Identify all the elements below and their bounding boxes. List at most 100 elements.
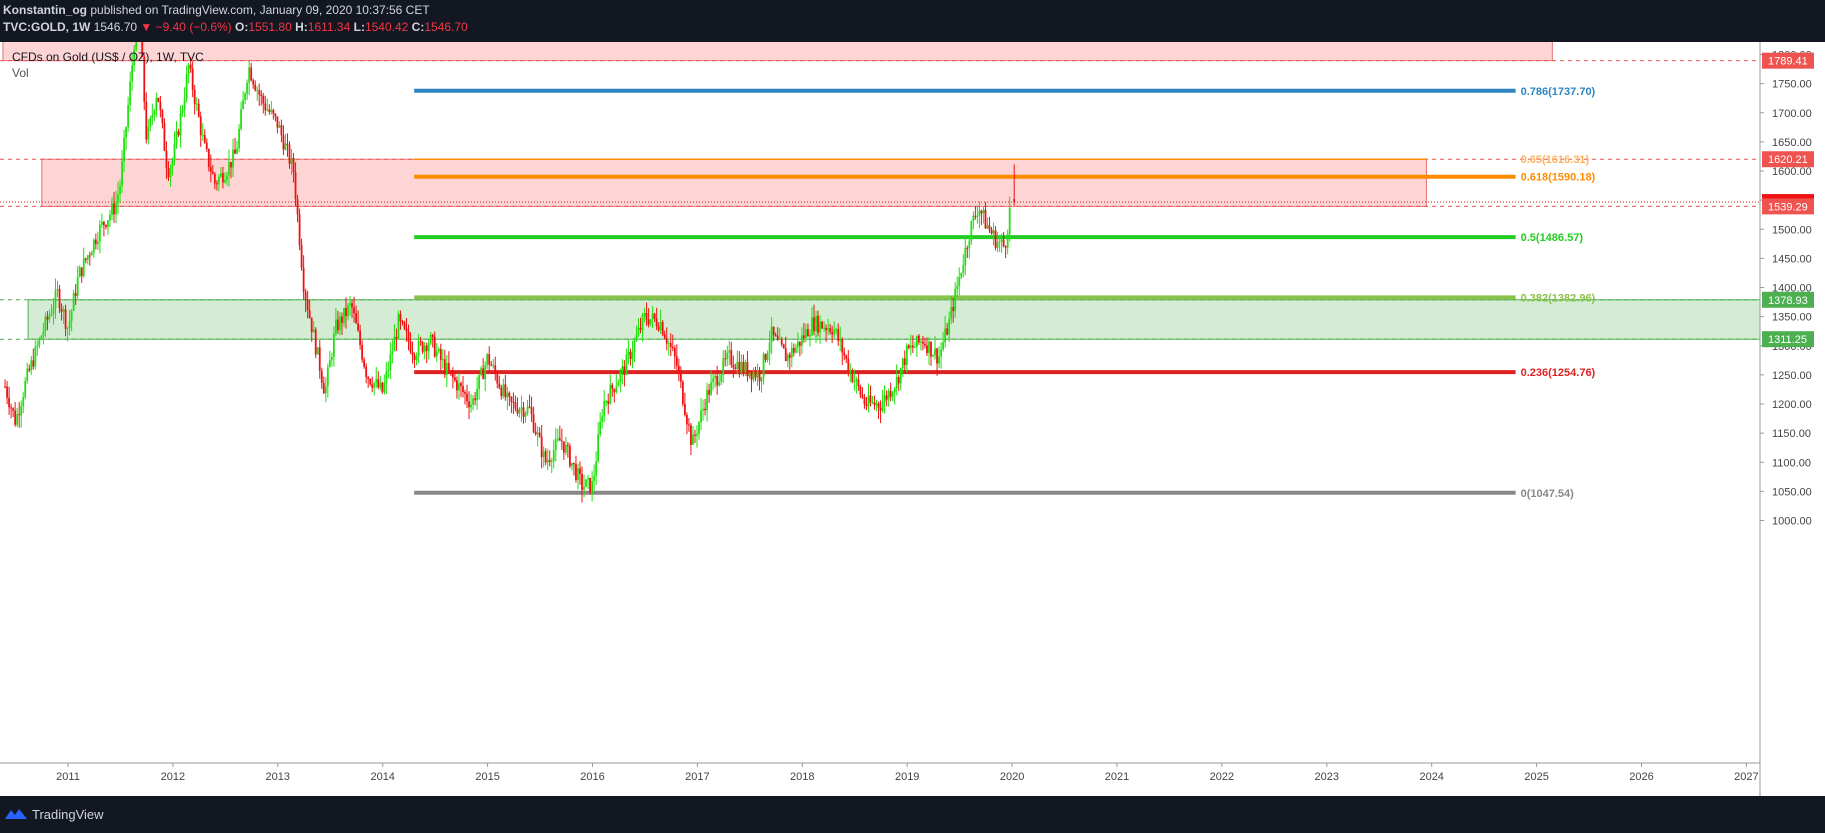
candle-body-214 — [435, 351, 438, 357]
candle-body-427 — [865, 404, 868, 406]
candle-body-140 — [286, 143, 289, 145]
candle-body-82 — [169, 167, 172, 178]
y-tick-label-12: 1600.00 — [1772, 166, 1812, 178]
y-tick-label-10: 1500.00 — [1772, 224, 1812, 236]
candle-body-430 — [871, 402, 874, 404]
candle-body-126 — [258, 90, 261, 95]
candle-body-56 — [117, 194, 119, 203]
candle-body-166 — [339, 316, 341, 331]
candle-body-273 — [554, 439, 557, 451]
candle-body-100 — [205, 142, 208, 149]
candle-body-424 — [859, 386, 862, 395]
candle-body-6 — [16, 414, 19, 425]
candle-body-203 — [413, 354, 416, 360]
candle-body-320 — [649, 319, 652, 325]
candle-body-138 — [282, 135, 285, 150]
high-label: H: — [295, 20, 308, 34]
candle-body-26 — [56, 289, 59, 291]
candle-body-175 — [357, 323, 359, 331]
candle-body-212 — [431, 334, 434, 337]
x-tick-label-0: 2011 — [56, 771, 80, 783]
candle-body-89 — [183, 98, 186, 110]
candle-body-10 — [24, 380, 27, 398]
chart-legend: CFDs on Gold (US$ / OZ), 1W, TVC Vol — [12, 50, 204, 80]
candle-body-323 — [655, 318, 658, 327]
candle-body-42 — [88, 255, 91, 257]
candle-body-360 — [730, 350, 733, 365]
y-tick-label-4: 1200.00 — [1772, 399, 1812, 411]
candle-body-94 — [193, 89, 196, 105]
tradingview-logo-icon[interactable] — [4, 807, 28, 821]
candle-body-189 — [385, 371, 388, 383]
y-tick-label-5: 1250.00 — [1772, 370, 1812, 382]
candle-body-383 — [776, 335, 779, 340]
candle-body-310 — [629, 351, 632, 360]
candle-body-345 — [700, 410, 702, 423]
candle-body-80 — [165, 150, 168, 169]
candle-body-444 — [899, 367, 902, 384]
candle-body-225 — [458, 383, 460, 391]
x-tick-label-11: 2022 — [1210, 771, 1234, 783]
candle-body-449 — [909, 345, 912, 348]
candle-body-423 — [857, 379, 860, 387]
candle-body-365 — [740, 361, 743, 374]
candle-body-76 — [157, 97, 160, 102]
open-label: O: — [235, 20, 249, 34]
candle-body-441 — [893, 388, 896, 393]
candle-body-151 — [308, 310, 311, 318]
x-tick-label-13: 2024 — [1419, 771, 1443, 783]
candle-body-341 — [692, 434, 694, 445]
candle-body-181 — [369, 379, 372, 385]
candle-body-470 — [952, 307, 955, 312]
candle-body-405 — [821, 321, 823, 329]
candle-body-197 — [401, 321, 404, 323]
candle-body-129 — [264, 103, 267, 111]
candle-body-386 — [782, 344, 785, 349]
candle-body-155 — [316, 347, 319, 355]
candle-body-486 — [984, 209, 987, 229]
candle-body-475 — [962, 265, 965, 273]
candle-body-131 — [268, 109, 271, 112]
candle-body-363 — [736, 361, 739, 369]
candle-body-379 — [768, 342, 771, 353]
candle-body-120 — [246, 82, 249, 94]
candle-body-402 — [815, 315, 817, 332]
brand-name[interactable]: TradingView — [32, 807, 104, 822]
candle-body-108 — [222, 173, 224, 183]
candle-body-257 — [522, 407, 525, 417]
candle-body-308 — [625, 354, 628, 375]
price-tag-bg-6 — [1762, 331, 1814, 348]
fib-label-5: 0.236(1254.76) — [1521, 367, 1596, 379]
candle-body-188 — [383, 382, 386, 393]
candle-body-23 — [50, 313, 53, 316]
candle-body-276 — [560, 440, 563, 442]
candle-body-409 — [829, 328, 832, 333]
close-label: C: — [411, 20, 425, 34]
candle-body-376 — [762, 354, 765, 378]
candle-body-193 — [393, 336, 396, 352]
candle-body-439 — [889, 390, 892, 397]
candle-body-224 — [456, 380, 458, 391]
candle-body-413 — [837, 329, 840, 341]
candle-body-112 — [230, 161, 232, 168]
candle-body-19 — [42, 331, 45, 337]
candle-body-385 — [780, 339, 783, 345]
candle-body-294 — [597, 434, 600, 462]
candle-body-5 — [14, 410, 17, 425]
candle-body-299 — [607, 400, 610, 404]
price-chart[interactable]: 1(1925.61)0.786(1737.70)0.618(1590.18)0.… — [0, 42, 1825, 796]
candle-body-45 — [94, 239, 97, 245]
candle-body-101 — [207, 148, 210, 167]
candle-body-491 — [994, 230, 997, 248]
chart-area[interactable]: 1(1925.61)0.786(1737.70)0.618(1590.18)0.… — [0, 42, 1825, 796]
fib-label-extra: 0.65(1616.31) — [1521, 154, 1590, 166]
candle-body-456 — [924, 343, 926, 346]
candle-body-329 — [667, 343, 670, 345]
candle-body-12 — [28, 368, 31, 371]
candle-body-400 — [811, 317, 813, 335]
candle-body-143 — [292, 157, 295, 173]
candle-body-226 — [460, 383, 462, 387]
candle-body-346 — [702, 408, 704, 411]
author-name[interactable]: Konstantin_og — [3, 3, 87, 17]
candle-body-457 — [926, 345, 928, 354]
